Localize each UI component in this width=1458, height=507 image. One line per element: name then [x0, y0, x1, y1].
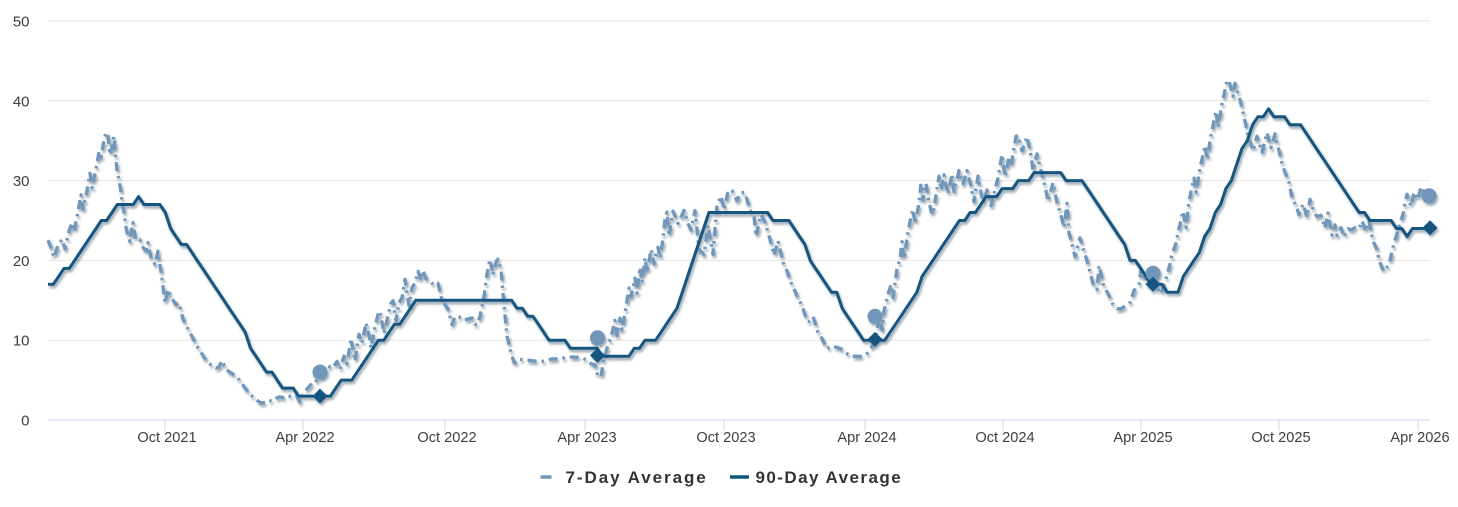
- svg-text:Apr 2025: Apr 2025: [1113, 430, 1172, 446]
- svg-text:7-Day Average: 7-Day Average: [566, 468, 708, 487]
- svg-text:20: 20: [13, 253, 30, 270]
- svg-text:Apr 2023: Apr 2023: [557, 430, 616, 446]
- svg-text:Oct 2023: Oct 2023: [696, 430, 755, 446]
- svg-text:30: 30: [13, 173, 30, 190]
- svg-text:40: 40: [13, 93, 30, 110]
- svg-text:Apr 2024: Apr 2024: [837, 430, 896, 446]
- svg-text:Oct 2025: Oct 2025: [1251, 430, 1310, 446]
- svg-text:Apr 2022: Apr 2022: [275, 430, 334, 446]
- svg-text:90-Day Average: 90-Day Average: [756, 468, 903, 487]
- svg-text:0: 0: [21, 413, 29, 430]
- svg-text:10: 10: [13, 333, 30, 350]
- svg-text:Apr 2026: Apr 2026: [1390, 430, 1449, 446]
- svg-text:Oct 2024: Oct 2024: [975, 430, 1034, 446]
- svg-text:50: 50: [13, 14, 30, 31]
- svg-text:Oct 2021: Oct 2021: [137, 430, 196, 446]
- svg-text:Oct 2022: Oct 2022: [417, 430, 476, 446]
